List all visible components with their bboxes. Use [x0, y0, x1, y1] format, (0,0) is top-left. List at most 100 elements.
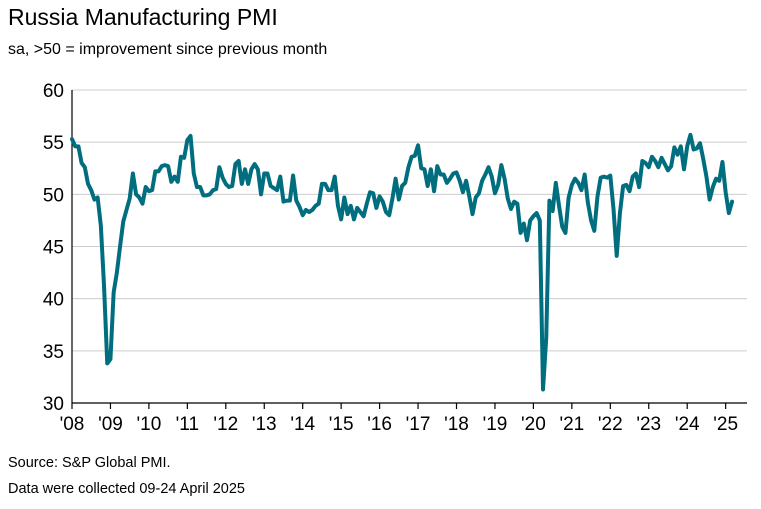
data-point	[83, 166, 86, 169]
data-point	[689, 133, 692, 136]
x-tick-label: '19	[483, 414, 508, 435]
data-point	[423, 168, 426, 171]
data-point	[654, 159, 657, 162]
data-point	[407, 166, 410, 169]
data-point	[516, 202, 519, 205]
y-axis: 30 35 40 45 50 55 60	[43, 81, 73, 415]
data-point	[285, 199, 288, 202]
data-point	[385, 211, 388, 214]
y-tick-label: 30	[43, 394, 64, 415]
data-point	[205, 194, 208, 197]
data-point	[237, 159, 240, 162]
data-point	[112, 291, 115, 294]
data-point	[195, 186, 198, 189]
data-point	[109, 358, 112, 361]
data-point	[365, 202, 368, 205]
data-point	[173, 175, 176, 178]
data-point	[131, 172, 134, 175]
data-point	[477, 192, 480, 195]
data-point	[711, 186, 714, 189]
data-point	[397, 198, 400, 201]
data-point	[676, 153, 679, 156]
data-point	[439, 173, 442, 176]
data-point	[202, 194, 205, 197]
data-point	[336, 204, 339, 207]
data-point	[452, 172, 455, 175]
data-point	[628, 190, 631, 193]
data-point	[471, 213, 474, 216]
x-axis: '08 '09 '10 '11 '12 '13 '14 '15 '16 '17 '18 '19 '20 '…	[60, 402, 747, 435]
y-tick-label: 60	[43, 81, 64, 102]
data-point	[189, 134, 192, 137]
data-point	[378, 195, 381, 198]
data-point	[641, 159, 644, 162]
data-point	[468, 195, 471, 198]
data-point	[625, 183, 628, 186]
data-point	[128, 197, 131, 200]
data-point	[125, 208, 128, 211]
x-tick-label: '23	[636, 414, 661, 435]
data-point	[288, 199, 291, 202]
data-point	[250, 168, 253, 171]
data-point	[87, 182, 90, 185]
data-point	[388, 214, 391, 217]
data-point	[96, 196, 99, 199]
data-point	[160, 165, 163, 168]
data-point	[634, 172, 637, 175]
data-point	[417, 144, 420, 147]
data-point	[304, 208, 307, 211]
data-point	[449, 177, 452, 180]
x-tick-label: '17	[406, 414, 431, 435]
data-point	[311, 208, 314, 211]
data-point	[192, 172, 195, 175]
data-point	[154, 170, 157, 173]
data-point	[103, 285, 106, 288]
data-point	[401, 184, 404, 187]
data-point	[484, 173, 487, 176]
data-point	[244, 168, 247, 171]
data-point	[199, 186, 202, 189]
data-point	[727, 212, 730, 215]
data-point	[106, 362, 109, 365]
data-point	[650, 155, 653, 158]
data-point	[583, 173, 586, 176]
data-point	[538, 219, 541, 222]
data-point	[551, 210, 554, 213]
data-point	[349, 204, 352, 207]
data-point	[413, 154, 416, 157]
data-point	[429, 168, 432, 171]
data-point	[163, 164, 166, 167]
y-tick-label: 50	[43, 185, 64, 206]
data-point	[455, 171, 458, 174]
data-point	[673, 146, 676, 149]
data-point	[461, 191, 464, 194]
data-point	[179, 155, 182, 158]
data-point	[433, 190, 436, 193]
data-point	[356, 206, 359, 209]
data-point	[522, 222, 525, 225]
data-point	[343, 196, 346, 199]
data-point	[170, 180, 173, 183]
data-point	[426, 184, 429, 187]
data-point	[381, 200, 384, 203]
data-point	[80, 162, 83, 165]
data-point	[269, 184, 272, 187]
x-tick-label: '15	[329, 414, 354, 435]
data-point	[442, 173, 445, 176]
data-point	[692, 148, 695, 151]
data-point	[260, 193, 263, 196]
data-point	[606, 176, 609, 179]
data-point	[138, 196, 141, 199]
data-point	[647, 166, 650, 169]
data-point	[74, 145, 77, 148]
data-point	[695, 147, 698, 150]
data-point	[490, 175, 493, 178]
data-point	[240, 182, 243, 185]
data-point	[631, 175, 634, 178]
data-point	[266, 172, 269, 175]
x-tick-label: '12	[213, 414, 238, 435]
data-point	[327, 189, 330, 192]
data-point	[228, 186, 231, 189]
data-point	[731, 200, 734, 203]
